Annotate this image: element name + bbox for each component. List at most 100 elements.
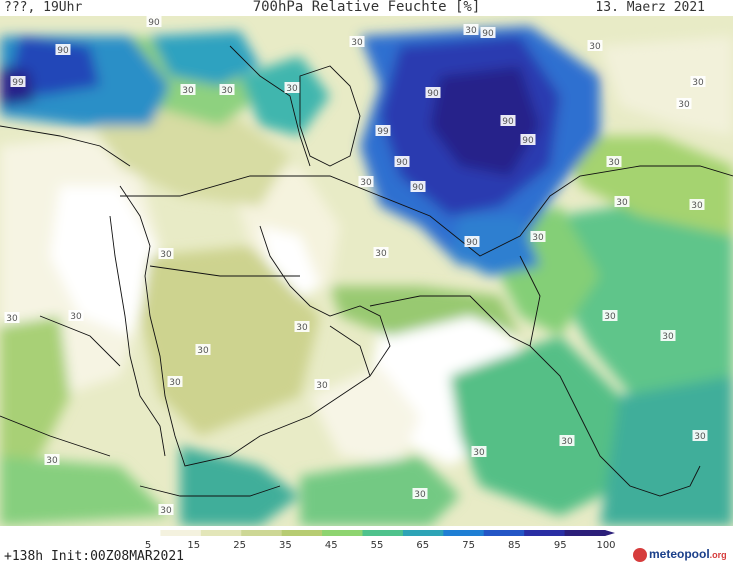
colorbar-tick-label: 100 xyxy=(596,540,615,551)
colorbar-swatch xyxy=(524,530,566,536)
contour-label-box xyxy=(425,87,441,98)
contour-label-box xyxy=(500,115,516,126)
contour-label-box xyxy=(463,24,479,35)
contour-label: 90 xyxy=(482,29,494,39)
colorbar-swatch xyxy=(322,530,363,536)
contour-label: 30 xyxy=(160,506,172,516)
contour-label-box xyxy=(676,98,692,109)
colorbar-tick-label: 85 xyxy=(508,540,521,551)
colorbar-swatch xyxy=(160,530,202,536)
contour-label-box xyxy=(314,379,330,390)
contour-label: 30 xyxy=(6,314,18,324)
contour-label-box xyxy=(559,435,575,446)
contour-label-box xyxy=(167,376,183,387)
contour-label: 90 xyxy=(466,238,478,248)
logo-name: meteopool xyxy=(649,547,710,561)
contour-label-box xyxy=(44,454,60,465)
contour-label-box xyxy=(158,504,174,515)
contour-label-box xyxy=(284,82,300,93)
humidity-map-canvas: 90 90 99 30 30 30 30 90 30 30 30 30 90 99 90 90 30 90 90 30… xyxy=(0,16,733,526)
contour-label: 30 xyxy=(316,381,328,391)
contour-label: 90 xyxy=(502,117,514,127)
contour-label-box xyxy=(68,310,84,321)
contour-label: 30 xyxy=(70,312,82,322)
contour-label-box xyxy=(480,27,496,38)
contour-labels: 90 90 99 30 30 30 30 90 30 30 30 30 90 99 90 90 30 90 90 30… xyxy=(4,16,708,516)
colorbar-swatch xyxy=(443,530,485,536)
contour-label-box xyxy=(464,236,480,247)
contour-label: 30 xyxy=(561,437,573,447)
contour-label: 30 xyxy=(221,86,233,96)
contour-label: 90 xyxy=(427,89,439,99)
contour-label: 30 xyxy=(197,346,209,356)
contour-label: 30 xyxy=(360,178,372,188)
colorbar-tick-label: 65 xyxy=(416,540,429,551)
colorbar-tick-label: 35 xyxy=(279,540,292,551)
contour-label: 99 xyxy=(12,78,24,88)
contour-label-box xyxy=(412,488,428,499)
forecast-time: ???, 19Uhr xyxy=(4,0,83,15)
contour-label: 30 xyxy=(589,42,601,52)
contour-label: 30 xyxy=(662,332,674,342)
contour-label: 30 xyxy=(473,448,485,458)
contour-label: 30 xyxy=(351,38,363,48)
contour-label-box xyxy=(689,199,705,210)
colorbar-tick-label: 55 xyxy=(371,540,384,551)
colorbar-swatches xyxy=(120,530,615,536)
contour-label-box xyxy=(602,310,618,321)
colorbar-swatch xyxy=(402,530,444,536)
run-info: +138h Init:00Z08MAR2021 xyxy=(4,549,185,564)
contour-label-box xyxy=(358,176,374,187)
contour-label: 99 xyxy=(377,127,389,137)
humidity-colorbar: 5 15 25 35 45 55 65 75 85 95 100 xyxy=(120,530,616,551)
contour-label-box xyxy=(587,40,603,51)
contour-label-box xyxy=(394,156,410,167)
contour-label: 90 xyxy=(412,183,424,193)
colorbar-tick-label: 45 xyxy=(325,540,338,551)
contour-label: 30 xyxy=(692,78,704,88)
contour-label-box xyxy=(294,321,310,332)
meteopool-logo[interactable]: meteopool.org xyxy=(633,546,733,564)
colorbar-swatch xyxy=(483,530,525,536)
contour-label: 30 xyxy=(182,86,194,96)
colorbar-swatch xyxy=(362,530,404,536)
contour-label-box xyxy=(690,76,706,87)
humidity-map: 90 90 99 30 30 30 30 90 30 30 30 30 90 99 90 90 30 90 90 30… xyxy=(0,16,733,526)
contour-label: 90 xyxy=(57,46,69,56)
contour-label-box xyxy=(520,134,536,145)
contour-label-box xyxy=(471,446,487,457)
contour-label-box xyxy=(158,248,174,259)
contour-label-box xyxy=(660,330,676,341)
contour-label-box xyxy=(10,76,26,87)
contour-label-box xyxy=(180,84,196,95)
contour-label: 30 xyxy=(375,249,387,259)
colorbar-swatch xyxy=(564,530,606,536)
meteopool-logo-icon xyxy=(633,548,647,562)
contour-label: 30 xyxy=(46,456,58,466)
colorbar-tick-label: 75 xyxy=(462,540,475,551)
contour-label-box xyxy=(606,156,622,167)
colorbar-tick-label: 25 xyxy=(233,540,246,551)
contour-label: 90 xyxy=(396,158,408,168)
contour-label: 30 xyxy=(465,26,477,36)
contour-label: 30 xyxy=(169,378,181,388)
colorbar-tick-label: 15 xyxy=(187,540,200,551)
humidity-fill-layer xyxy=(0,26,733,526)
contour-label: 30 xyxy=(604,312,616,322)
forecast-date: 13. Maerz 2021 xyxy=(595,0,705,15)
colorbar-swatch xyxy=(281,530,323,536)
contour-label-box xyxy=(410,181,426,192)
contour-label: 90 xyxy=(148,18,160,28)
colorbar-swatch xyxy=(200,530,242,536)
contour-label: 30 xyxy=(608,158,620,168)
contour-label: 30 xyxy=(414,490,426,500)
contour-label-box xyxy=(614,196,630,207)
contour-label: 30 xyxy=(296,323,308,333)
contour-label-box xyxy=(4,312,20,323)
contour-label: 90 xyxy=(522,136,534,146)
colorbar-swatch xyxy=(241,530,283,536)
colorbar-tick-label: 5 xyxy=(145,540,151,551)
contour-label: 30 xyxy=(616,198,628,208)
contour-label-box xyxy=(373,247,389,258)
